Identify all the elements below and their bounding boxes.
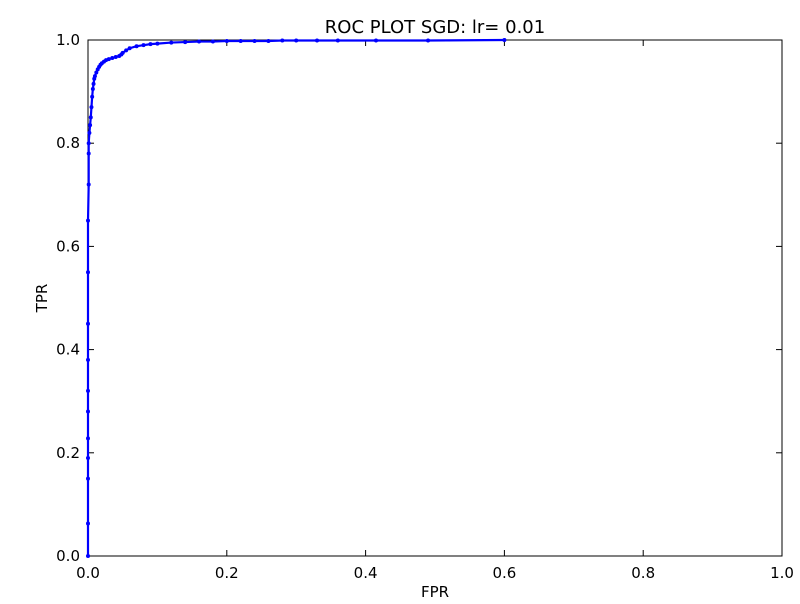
roc-point: [86, 521, 90, 526]
x-tick-label: 1.0: [770, 564, 794, 582]
roc-point: [106, 57, 111, 62]
roc-point: [335, 38, 340, 43]
roc-point: [86, 409, 90, 414]
roc-point: [252, 39, 257, 44]
roc-point: [86, 388, 90, 393]
series-layer: [86, 38, 507, 558]
roc-point: [197, 39, 202, 44]
roc-point: [86, 455, 90, 460]
roc-point: [502, 38, 507, 42]
roc-point: [86, 436, 90, 441]
roc-point: [183, 40, 188, 45]
roc-point: [86, 554, 90, 558]
y-tick-label: 0.2: [56, 444, 80, 462]
roc-point: [86, 357, 90, 362]
y-tick-label: 0.0: [56, 547, 80, 565]
roc-point: [124, 48, 129, 53]
roc-point: [92, 74, 97, 79]
roc-point: [266, 39, 271, 44]
roc-point: [91, 81, 96, 86]
roc-point: [238, 39, 243, 44]
roc-point: [224, 39, 229, 44]
roc-point: [86, 141, 91, 146]
roc-point: [88, 115, 93, 120]
y-axis-label: TPR: [33, 284, 51, 314]
roc-point: [86, 218, 90, 223]
roc-point: [87, 130, 92, 135]
roc-point: [426, 38, 431, 43]
x-axis: 0.0 0.2 0.4 0.6 0.8 1.0: [76, 40, 794, 582]
roc-point: [88, 123, 93, 128]
x-tick-label: 0.4: [354, 564, 378, 582]
roc-point: [120, 50, 125, 55]
roc-point: [315, 38, 320, 43]
y-tick-label: 0.8: [56, 134, 80, 152]
x-tick-label: 0.8: [631, 564, 655, 582]
roc-point: [86, 151, 91, 156]
plot-area: [87, 39, 783, 557]
roc-point: [210, 39, 215, 44]
y-axis: 0.0 0.2 0.4 0.6 0.8 1.0: [56, 31, 782, 565]
x-tick-label: 0.6: [492, 564, 516, 582]
roc-point: [374, 38, 379, 43]
x-axis-label: FPR: [421, 583, 449, 600]
roc-point: [148, 42, 153, 47]
y-tick-label: 0.6: [56, 237, 80, 255]
roc-point: [127, 46, 132, 51]
roc-point: [113, 55, 118, 60]
roc-point: [86, 476, 90, 481]
roc-point: [89, 105, 94, 110]
x-tick-label: 0.0: [76, 564, 100, 582]
roc-point: [155, 41, 160, 46]
roc-point: [169, 40, 174, 45]
roc-point: [86, 182, 91, 187]
roc-point: [141, 43, 146, 48]
y-tick-label: 0.4: [56, 341, 80, 359]
x-tick-label: 0.2: [215, 564, 239, 582]
roc-point: [86, 321, 90, 326]
roc-point: [90, 87, 95, 92]
roc-point: [86, 270, 90, 275]
roc-point: [110, 56, 115, 61]
roc-point: [134, 44, 139, 49]
roc-point: [94, 70, 99, 75]
roc-point: [90, 94, 95, 99]
y-tick-label: 1.0: [56, 31, 80, 49]
roc-point: [294, 38, 299, 43]
roc-point: [280, 38, 285, 43]
chart-title: ROC PLOT SGD: lr= 0.01: [325, 17, 545, 38]
